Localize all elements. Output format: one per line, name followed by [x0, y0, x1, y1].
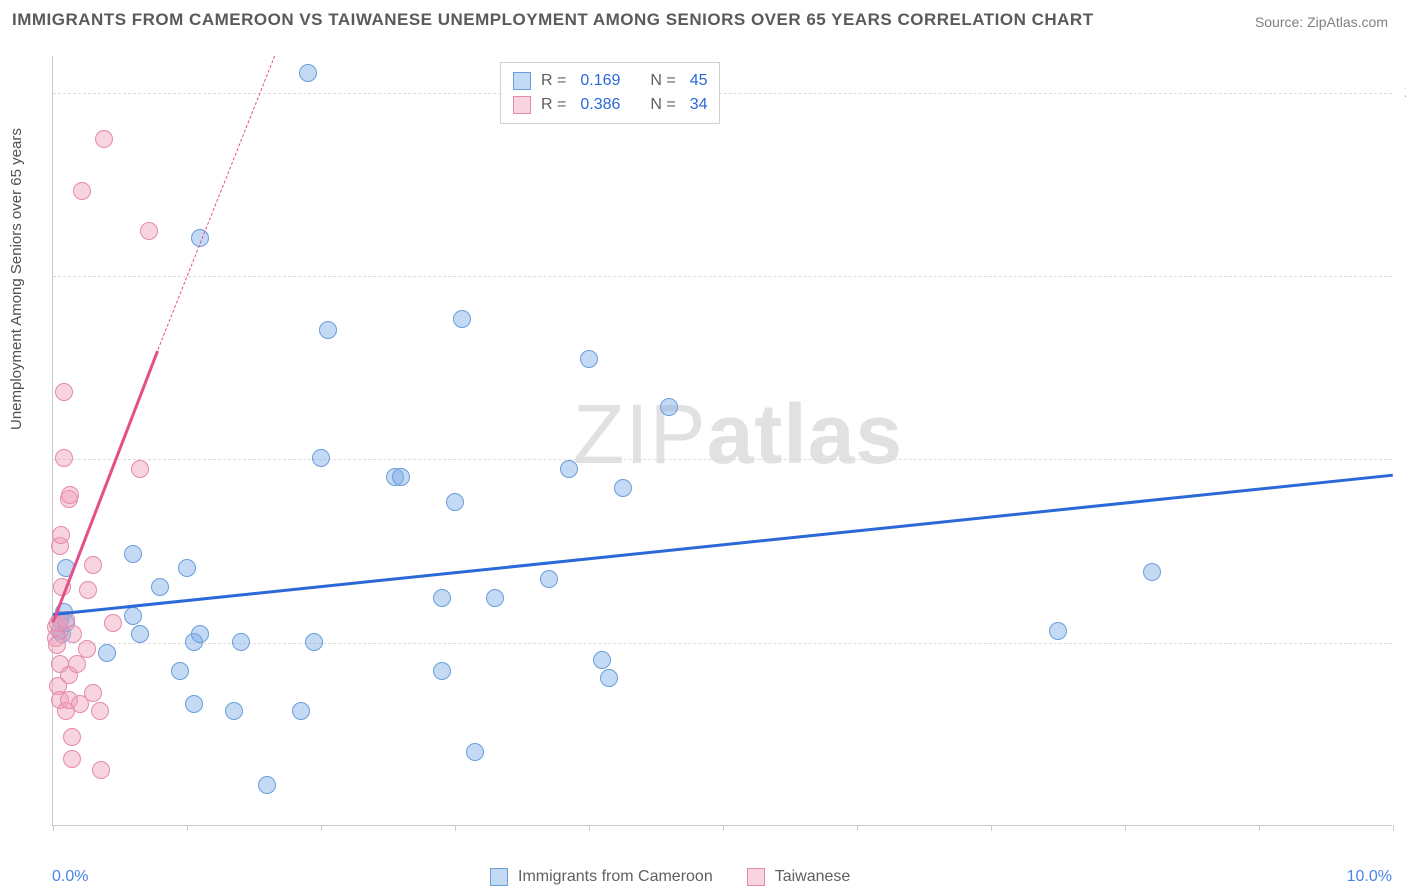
data-point [560, 460, 578, 478]
chart-title: IMMIGRANTS FROM CAMEROON VS TAIWANESE UN… [12, 10, 1094, 30]
data-point [178, 559, 196, 577]
legend-series: Immigrants from Cameroon Taiwanese [490, 868, 874, 886]
x-tick [589, 825, 590, 831]
x-tick [1259, 825, 1260, 831]
data-point [1049, 622, 1067, 640]
x-tick [991, 825, 992, 831]
data-point [540, 570, 558, 588]
data-point [171, 662, 189, 680]
data-point [292, 702, 310, 720]
x-tick [1125, 825, 1126, 831]
data-point [232, 633, 250, 651]
source-attribution: Source: ZipAtlas.com [1255, 14, 1388, 30]
data-point [84, 556, 102, 574]
data-point [185, 695, 203, 713]
data-point [63, 728, 81, 746]
x-tick [857, 825, 858, 831]
data-point [660, 398, 678, 416]
legend-r-value: 0.169 [580, 69, 640, 93]
x-tick [1393, 825, 1394, 831]
data-point [191, 625, 209, 643]
data-point [124, 545, 142, 563]
legend-series-label: Taiwanese [775, 868, 851, 886]
trend-line [53, 474, 1393, 616]
data-point [55, 449, 73, 467]
data-point [446, 493, 464, 511]
data-point [48, 636, 66, 654]
gridline [53, 276, 1392, 277]
x-tick [321, 825, 322, 831]
x-tick [455, 825, 456, 831]
legend-stat-row: R = 0.169 N = 45 [513, 69, 707, 93]
legend-swatch [490, 868, 508, 886]
data-point [98, 644, 116, 662]
x-tick [187, 825, 188, 831]
gridline [53, 643, 1392, 644]
data-point [258, 776, 276, 794]
data-point [392, 468, 410, 486]
data-point [580, 350, 598, 368]
x-tick [53, 825, 54, 831]
gridline [53, 459, 1392, 460]
data-point [486, 589, 504, 607]
legend-n-label: N = [650, 69, 675, 93]
data-point [299, 64, 317, 82]
data-point [78, 640, 96, 658]
data-point [305, 633, 323, 651]
legend-r-value: 0.386 [580, 93, 640, 117]
legend-swatch [747, 868, 765, 886]
data-point [104, 614, 122, 632]
data-point [312, 449, 330, 467]
data-point [73, 182, 91, 200]
data-point [600, 669, 618, 687]
legend-stats: R = 0.169 N = 45 R = 0.386 N = 34 [500, 62, 720, 124]
data-point [131, 625, 149, 643]
x-tick-label-max: 10.0% [1347, 868, 1392, 886]
y-axis-label: Unemployment Among Seniors over 65 years [8, 128, 25, 430]
data-point [95, 130, 113, 148]
data-point [466, 743, 484, 761]
data-point [614, 479, 632, 497]
legend-n-value: 45 [690, 69, 708, 93]
watermark-bold: atlas [707, 387, 903, 481]
data-point [225, 702, 243, 720]
gridline [53, 93, 1392, 94]
legend-r-label: R = [541, 93, 566, 117]
watermark-thin: ZIP [573, 387, 707, 481]
data-point [55, 383, 73, 401]
data-point [140, 222, 158, 240]
data-point [61, 486, 79, 504]
data-point [64, 625, 82, 643]
data-point [593, 651, 611, 669]
x-tick [723, 825, 724, 831]
data-point [79, 581, 97, 599]
legend-r-label: R = [541, 69, 566, 93]
legend-n-value: 34 [690, 93, 708, 117]
data-point [52, 526, 70, 544]
data-point [319, 321, 337, 339]
data-point [151, 578, 169, 596]
data-point [124, 607, 142, 625]
x-tick-label-min: 0.0% [52, 868, 88, 886]
data-point [433, 662, 451, 680]
legend-swatch [513, 72, 531, 90]
data-point [131, 460, 149, 478]
legend-n-label: N = [650, 93, 675, 117]
data-point [433, 589, 451, 607]
legend-series-label: Immigrants from Cameroon [518, 868, 713, 886]
trend-line [157, 56, 275, 350]
data-point [84, 684, 102, 702]
data-point [63, 750, 81, 768]
plot-area: ZIPatlas 5.0%10.0%15.0%20.0% [52, 56, 1392, 826]
data-point [453, 310, 471, 328]
watermark: ZIPatlas [573, 386, 903, 483]
data-point [1143, 563, 1161, 581]
legend-stat-row: R = 0.386 N = 34 [513, 93, 707, 117]
data-point [92, 761, 110, 779]
data-point [91, 702, 109, 720]
legend-swatch [513, 96, 531, 114]
